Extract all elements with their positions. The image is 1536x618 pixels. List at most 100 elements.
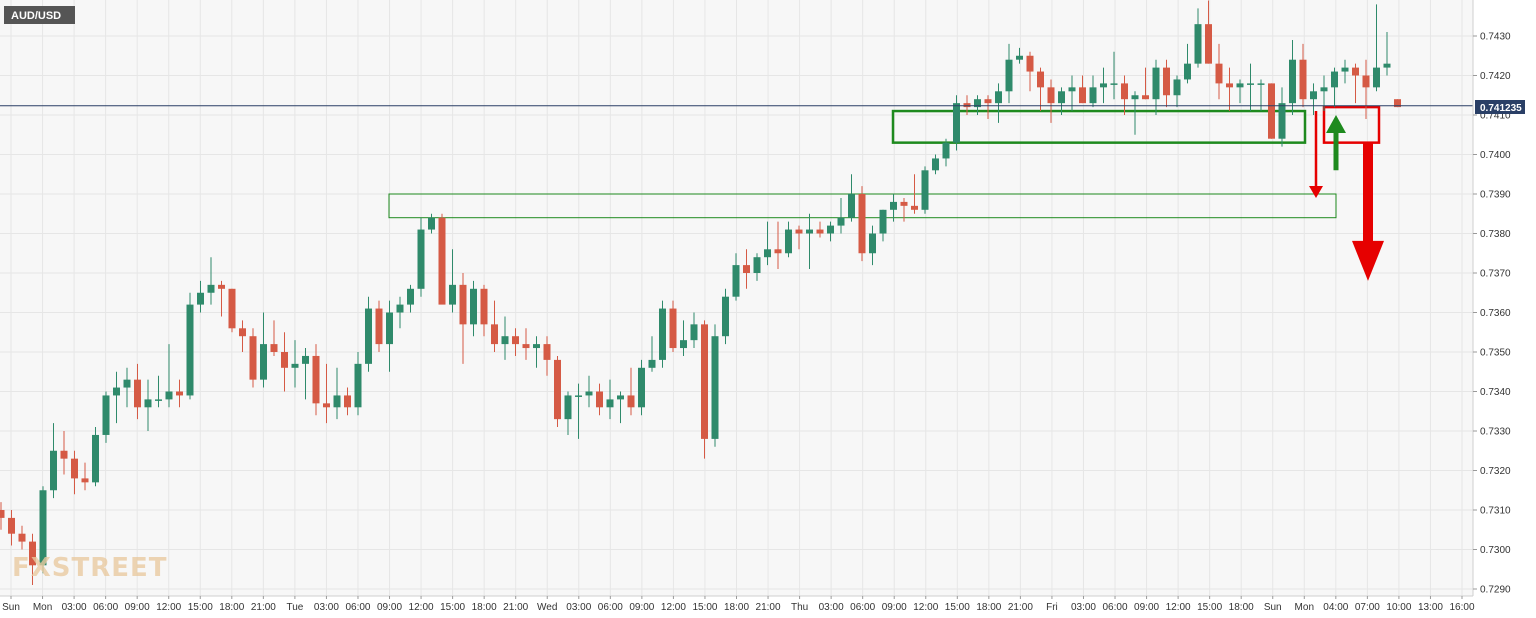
candle-body — [722, 296, 729, 337]
candle-body — [984, 99, 992, 104]
candle-body — [732, 265, 740, 297]
candle-body — [207, 284, 215, 293]
candle-body — [554, 359, 561, 420]
x-tick-label: 07:00 — [1355, 602, 1380, 613]
candle-body — [1268, 83, 1275, 139]
candle-body — [816, 229, 824, 234]
candle-body — [522, 344, 530, 349]
x-tick-label: 06:00 — [598, 602, 623, 613]
candle-body — [638, 367, 645, 408]
current-price-tag: 0.741235 — [1475, 100, 1525, 114]
candle-body — [81, 478, 89, 483]
candle-body — [575, 395, 582, 397]
candle-body — [1131, 95, 1139, 100]
candle-body — [186, 304, 194, 396]
x-tick-label: 09:00 — [377, 602, 402, 613]
candle-body — [50, 450, 57, 491]
candle-body — [249, 336, 257, 380]
x-tick-label: 04:00 — [1323, 602, 1348, 613]
x-tick-label: 09:00 — [629, 602, 654, 613]
candle-body — [1037, 71, 1044, 88]
candle-body — [1362, 75, 1370, 88]
x-tick-label: 03:00 — [566, 602, 591, 613]
candle-body — [585, 391, 593, 396]
candle-body — [1163, 67, 1170, 96]
candle-body — [995, 91, 1002, 104]
x-axis: Sun Mon 03:00 06:00 09:00 12:00 15:00 18:00 21:0… — [2, 596, 1475, 613]
y-tick-label: 0.7310 — [1480, 506, 1511, 517]
candle-body — [774, 249, 782, 254]
x-tick-label: 12:00 — [1166, 602, 1191, 613]
y-tick-label: 0.7290 — [1480, 585, 1511, 596]
candle-body — [1257, 83, 1265, 85]
candle-body — [1016, 55, 1023, 60]
candle-body — [218, 284, 225, 289]
candle-body — [92, 434, 99, 483]
candle-body — [1278, 103, 1286, 139]
x-tick-label: 09:00 — [125, 602, 150, 613]
candle-body — [701, 324, 708, 439]
candle-body — [1236, 83, 1244, 88]
x-tick-label: 18:00 — [472, 602, 497, 613]
candle-body — [333, 395, 341, 408]
candle-body — [1058, 91, 1065, 104]
y-tick-label: 0.7420 — [1480, 71, 1511, 82]
x-tick-label: 03:00 — [1071, 602, 1096, 613]
candle-body — [312, 355, 320, 404]
candle-body — [764, 249, 771, 258]
watermark-logo: FXSTREET — [12, 553, 168, 583]
candle-body — [113, 387, 120, 396]
x-tick-label: 18:00 — [724, 602, 749, 613]
y-tick-label: 0.7380 — [1480, 229, 1511, 240]
candle-body — [1173, 79, 1181, 96]
candle-body — [260, 344, 267, 380]
x-tick-label: 21:00 — [503, 602, 528, 613]
x-tick-label: Thu — [791, 602, 808, 613]
candle-body — [1226, 83, 1233, 88]
candle-body — [438, 217, 446, 305]
candle-body — [60, 450, 68, 459]
candle-body — [1026, 55, 1034, 72]
x-tick-label: 12:00 — [156, 602, 181, 613]
symbol-tag-bg — [4, 6, 75, 24]
candle-body — [344, 395, 351, 408]
candle-body — [1320, 87, 1328, 92]
x-tick-label: 15:00 — [945, 602, 970, 613]
candle-body — [1152, 67, 1160, 100]
candle-body — [543, 344, 551, 360]
candle-body — [669, 308, 677, 349]
candle-body — [627, 395, 635, 408]
candle-body — [1089, 87, 1097, 104]
candle-body — [533, 344, 540, 349]
candle-body — [197, 292, 204, 305]
candle-body — [228, 288, 236, 329]
candle-body — [837, 217, 845, 226]
candle-body — [480, 288, 488, 325]
candle-body — [281, 352, 288, 368]
candle-body — [470, 288, 477, 325]
red-down-arrow — [1309, 111, 1323, 198]
candle-body — [1299, 59, 1307, 100]
candle-body — [1047, 87, 1055, 104]
candle-body — [291, 363, 299, 368]
x-tick-label: Mon — [33, 602, 52, 613]
candle-body — [1383, 63, 1391, 68]
candle-body — [302, 355, 309, 364]
candle-body — [270, 344, 278, 352]
x-tick-label: 03:00 — [62, 602, 87, 613]
x-tick-label: Mon — [1295, 602, 1314, 613]
candle-body — [1194, 24, 1202, 64]
candle-body — [501, 336, 509, 345]
candle-body — [375, 308, 383, 345]
x-tick-label: 16:00 — [1449, 602, 1474, 613]
x-tick-label: 06:00 — [850, 602, 875, 613]
x-tick-label: 21:00 — [1008, 602, 1033, 613]
candle-body — [890, 201, 897, 210]
candle-body — [0, 510, 5, 518]
candle-body — [1289, 59, 1296, 104]
candle-body — [711, 336, 719, 439]
candle-body — [1068, 87, 1076, 92]
candle-body — [743, 265, 750, 273]
candle-body — [753, 257, 761, 273]
